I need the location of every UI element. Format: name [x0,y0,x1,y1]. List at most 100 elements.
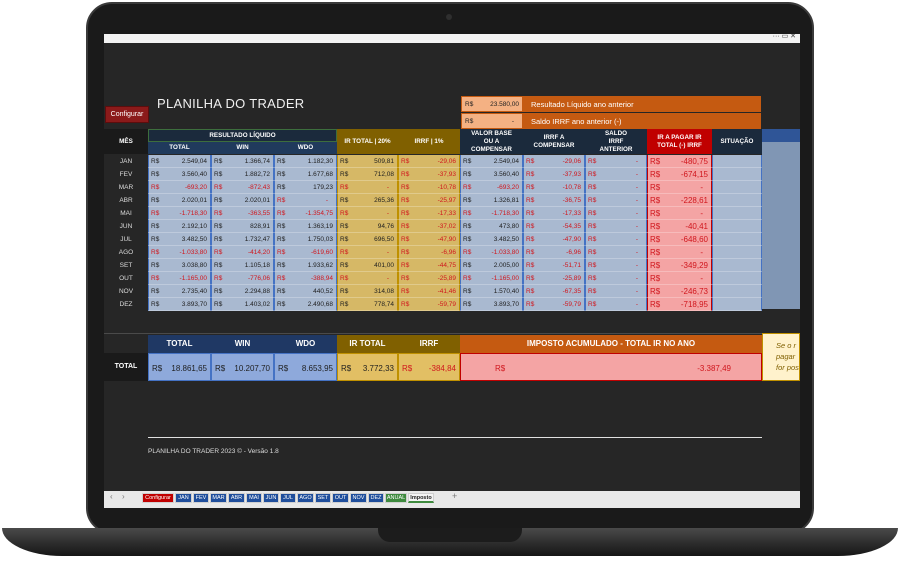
cell-comp[interactable]: R$ -47,90 [523,233,585,246]
cell-ir[interactable]: R$ 94,76 [337,220,398,233]
cell-wdo[interactable]: R$ 1.933,62 [274,259,337,272]
cell-win[interactable]: R$ 1.732,47 [211,233,274,246]
cell-total[interactable]: R$ 2.549,04 [148,155,211,168]
cell-irrf[interactable]: R$ -37,93 [398,168,460,181]
cell-ir[interactable]: R$ 265,36 [337,194,398,207]
cell-irrf[interactable]: R$ -41,46 [398,285,460,298]
cell-total[interactable]: R$ -1.718,30 [148,207,211,220]
cell-win[interactable]: R$ -872,43 [211,181,274,194]
cell-win[interactable]: R$ 1.366,74 [211,155,274,168]
cell-comp[interactable]: R$ -6,96 [523,246,585,259]
cell-win[interactable]: R$ -363,55 [211,207,274,220]
cell-wdo[interactable]: R$ 1.363,19 [274,220,337,233]
cell-ir[interactable]: R$ - [337,272,398,285]
cell-saldo[interactable]: R$ - [585,298,647,311]
cell-base[interactable]: R$ 3.560,40 [460,168,523,181]
tab-anual[interactable]: ANUAL [385,493,407,503]
cell-comp[interactable]: R$ -17,33 [523,207,585,220]
cell-saldo[interactable]: R$ - [585,220,647,233]
cell-pagar[interactable]: R$ - [647,207,712,220]
tab-mai[interactable]: MAI [246,493,262,503]
cell-wdo[interactable]: R$ 1.677,68 [274,168,337,181]
cell-base[interactable]: R$ 1.326,81 [460,194,523,207]
cell-sit[interactable] [712,181,762,194]
cell-irrf[interactable]: R$ -10,78 [398,181,460,194]
cell-saldo[interactable]: R$ - [585,207,647,220]
cell-irrf[interactable]: R$ -47,90 [398,233,460,246]
cell-ir[interactable]: R$ 778,74 [337,298,398,311]
cell-total[interactable]: R$ 2.020,01 [148,194,211,207]
cell-pagar[interactable]: R$ -718,95 [647,298,712,311]
cell-ir[interactable]: R$ - [337,246,398,259]
cell-pagar[interactable]: R$ -480,75 [647,155,712,168]
cell-irrf[interactable]: R$ -37,02 [398,220,460,233]
cell-wdo[interactable]: R$ 1.182,30 [274,155,337,168]
cell-comp[interactable]: R$ -25,89 [523,272,585,285]
totals-ir-cell[interactable]: R$ 3.772,33 [337,353,398,381]
cell-irrf[interactable]: R$ -6,96 [398,246,460,259]
cell-ir[interactable]: R$ 314,08 [337,285,398,298]
cell-saldo[interactable]: R$ - [585,181,647,194]
cell-comp[interactable]: R$ -54,35 [523,220,585,233]
cell-base[interactable]: R$ -693,20 [460,181,523,194]
cell-sit[interactable] [712,246,762,259]
totals-win-cell[interactable]: R$ 10.207,70 [211,353,274,381]
cell-comp[interactable]: R$ -29,06 [523,155,585,168]
cell-total[interactable]: R$ 2.735,40 [148,285,211,298]
totals-wdo-cell[interactable]: R$ 8.653,95 [274,353,337,381]
cell-wdo[interactable]: R$ -619,60 [274,246,337,259]
cell-wdo[interactable]: R$ - [274,194,337,207]
cell-irrf[interactable]: R$ -59,79 [398,298,460,311]
cell-win[interactable]: R$ 2.020,01 [211,194,274,207]
cell-saldo[interactable]: R$ - [585,285,647,298]
cell-pagar[interactable]: R$ -40,41 [647,220,712,233]
cell-ir[interactable]: R$ - [337,181,398,194]
prior-result-cell[interactable]: R$ 23.580,00 [461,96,523,112]
cell-base[interactable]: R$ 3.893,70 [460,298,523,311]
cell-base[interactable]: R$ 3.482,50 [460,233,523,246]
cell-win[interactable]: R$ 1.105,18 [211,259,274,272]
tab-nov[interactable]: NOV [350,493,367,503]
tab-set[interactable]: SET [315,493,331,503]
tab-abr[interactable]: ABR [228,493,245,503]
cell-base[interactable]: R$ -1.718,30 [460,207,523,220]
cell-sit[interactable] [712,207,762,220]
cell-comp[interactable]: R$ -37,93 [523,168,585,181]
tab-configurar[interactable]: Configurar [142,493,174,503]
cell-pagar[interactable]: R$ -349,29 [647,259,712,272]
cell-wdo[interactable]: R$ 1.750,03 [274,233,337,246]
cell-comp[interactable]: R$ -10,78 [523,181,585,194]
cell-wdo[interactable]: R$ 179,23 [274,181,337,194]
cell-sit[interactable] [712,194,762,207]
totals-total-cell[interactable]: R$ 18.861,65 [148,353,211,381]
cell-base[interactable]: R$ 2.005,00 [460,259,523,272]
prior-irrf-cell[interactable]: R$ - [461,113,523,129]
cell-total[interactable]: R$ -693,20 [148,181,211,194]
cell-wdo[interactable]: R$ -1.354,75 [274,207,337,220]
cell-base[interactable]: R$ 473,80 [460,220,523,233]
cell-sit[interactable] [712,298,762,311]
cell-pagar[interactable]: R$ -674,15 [647,168,712,181]
cell-saldo[interactable]: R$ - [585,155,647,168]
cell-sit[interactable] [712,272,762,285]
cell-total[interactable]: R$ 2.192,10 [148,220,211,233]
cell-pagar[interactable]: R$ - [647,272,712,285]
cell-saldo[interactable]: R$ - [585,272,647,285]
cell-win[interactable]: R$ 2.294,88 [211,285,274,298]
cell-win[interactable]: R$ -414,20 [211,246,274,259]
cell-irrf[interactable]: R$ -25,89 [398,272,460,285]
cell-comp[interactable]: R$ -51,71 [523,259,585,272]
configurar-button[interactable]: Configurar [105,106,149,123]
cell-irrf[interactable]: R$ -44,75 [398,259,460,272]
tab-dez[interactable]: DEZ [368,493,384,503]
cell-sit[interactable] [712,168,762,181]
cell-base[interactable]: R$ 2.549,04 [460,155,523,168]
cell-ir[interactable]: R$ 401,00 [337,259,398,272]
cell-saldo[interactable]: R$ - [585,194,647,207]
cell-sit[interactable] [712,259,762,272]
cell-wdo[interactable]: R$ 440,52 [274,285,337,298]
cell-ir[interactable]: R$ 712,08 [337,168,398,181]
cell-wdo[interactable]: R$ -388,94 [274,272,337,285]
totals-acumulado-cell[interactable]: R$ -3.387,49 [460,353,762,381]
tab-next-icon[interactable]: › [122,492,125,501]
